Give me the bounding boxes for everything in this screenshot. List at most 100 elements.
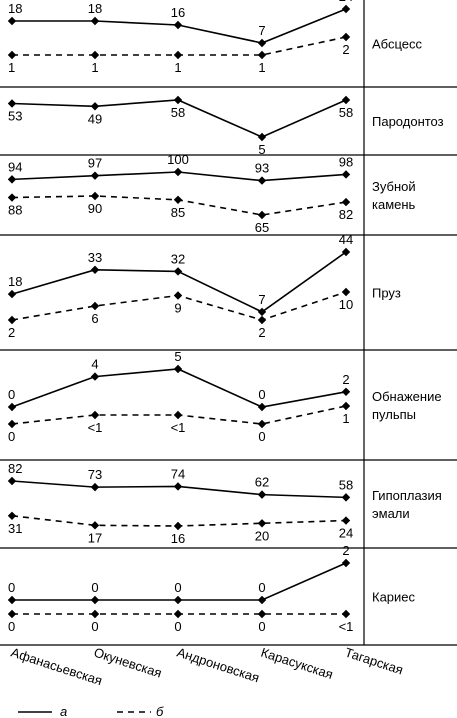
- data-label: 1: [342, 411, 349, 426]
- data-label: 0: [8, 429, 15, 444]
- panel-2: Пародонтоз 53 49 58 5 58: [0, 95, 457, 157]
- data-label: 10: [339, 297, 353, 312]
- data-label: 2: [8, 325, 15, 340]
- panel-5: Обнажение пульпы 0 4 5 0 2 0 <1 <1 0 1: [0, 349, 457, 461]
- panel-4: Пруз 18 33 32 7 44 2 6 9 2 10: [0, 232, 457, 351]
- data-label: 0: [8, 619, 15, 634]
- panel-6: Гипоплазия эмали 82 73 74 62 58 31 17 16 20 24: [0, 461, 457, 549]
- data-point: [341, 287, 351, 297]
- data-point: [90, 265, 100, 275]
- data-point: [90, 410, 100, 420]
- data-label: 53: [8, 108, 22, 123]
- data-label: 24: [339, 0, 353, 4]
- panel-7: Кариес 0 0 0 0 2 0 0 0 0 <1: [0, 543, 457, 646]
- data-point: [173, 521, 183, 531]
- panel-label: Зубной: [372, 179, 416, 194]
- legend-label-b: б: [156, 704, 164, 718]
- data-point: [341, 4, 351, 14]
- data-label: 5: [258, 142, 265, 157]
- data-label: 9: [174, 301, 181, 316]
- data-label: 0: [91, 619, 98, 634]
- data-label: 31: [8, 521, 22, 536]
- data-point: [7, 175, 17, 184]
- data-label: 62: [255, 475, 269, 490]
- panel-label: эмали: [372, 506, 410, 521]
- data-point: [341, 197, 351, 207]
- data-point: [90, 609, 100, 619]
- data-label: 65: [255, 220, 269, 235]
- data-label: 2: [342, 372, 349, 387]
- data-point: [341, 516, 351, 525]
- data-label: 20: [255, 528, 269, 543]
- data-label: 0: [258, 387, 265, 402]
- data-label: 0: [258, 429, 265, 444]
- data-point: [341, 401, 351, 411]
- data-point: [90, 521, 100, 530]
- data-label: 6: [91, 311, 98, 326]
- data-label: 58: [171, 105, 185, 120]
- data-point: [257, 519, 267, 528]
- data-label: 1: [174, 60, 181, 75]
- data-label: 33: [88, 250, 102, 265]
- data-point: [173, 595, 183, 605]
- data-point: [90, 50, 100, 60]
- data-point: [7, 50, 17, 60]
- data-label: 94: [8, 159, 22, 174]
- data-label: 74: [171, 466, 185, 481]
- data-label: 0: [8, 387, 15, 402]
- data-point: [90, 595, 100, 605]
- data-point: [257, 50, 267, 60]
- series-line-a: [11, 368, 347, 408]
- data-point: [173, 609, 183, 619]
- data-label: 44: [339, 232, 353, 247]
- panel-3: Зубной камень 94 97 100 93 98 88 90 85 65 82: [0, 152, 457, 236]
- data-label: 1: [8, 60, 15, 75]
- data-label: 1: [91, 60, 98, 75]
- data-point: [7, 16, 17, 26]
- data-label: 97: [88, 156, 102, 171]
- data-label: 16: [171, 531, 185, 546]
- data-point: [173, 95, 183, 105]
- data-point: [341, 95, 351, 105]
- data-point: [341, 387, 351, 396]
- panel-label: Пародонтоз: [372, 114, 444, 129]
- data-label: 1: [258, 60, 265, 75]
- data-point: [173, 167, 183, 177]
- data-label: 2: [258, 325, 265, 340]
- data-point: [257, 402, 267, 412]
- data-point: [173, 410, 183, 420]
- data-point: [257, 609, 267, 619]
- data-label: 88: [8, 203, 22, 218]
- panel-label: Пруз: [372, 286, 401, 301]
- data-point: [257, 315, 267, 325]
- data-point: [257, 419, 267, 429]
- data-label: 58: [339, 105, 353, 120]
- panel-label: Кариес: [372, 590, 416, 605]
- data-point: [341, 493, 351, 502]
- data-point: [7, 289, 17, 299]
- data-label: 58: [339, 477, 353, 492]
- data-point: [90, 171, 100, 180]
- data-label: 82: [8, 461, 22, 476]
- data-point: [90, 102, 100, 111]
- data-label: 24: [339, 526, 353, 541]
- data-label: 17: [88, 530, 102, 545]
- panel-1: Абсцесс 18 18 16 7 24 1 1 1 1 2: [0, 0, 457, 88]
- data-point: [341, 32, 351, 42]
- data-label: 0: [91, 580, 98, 595]
- data-label: 0: [174, 580, 181, 595]
- data-point: [341, 558, 351, 568]
- data-point: [7, 595, 17, 605]
- x-tick-label: Афанасьевская: [9, 645, 104, 689]
- x-tick-label: Карасукская: [259, 645, 335, 682]
- data-point: [257, 595, 267, 605]
- data-label: 2: [342, 42, 349, 57]
- data-point: [173, 364, 183, 374]
- data-label: 98: [339, 154, 353, 169]
- data-label: 2: [342, 543, 349, 558]
- panel-label: Абсцесс: [372, 37, 423, 52]
- data-point: [173, 291, 183, 300]
- data-label: 93: [255, 161, 269, 176]
